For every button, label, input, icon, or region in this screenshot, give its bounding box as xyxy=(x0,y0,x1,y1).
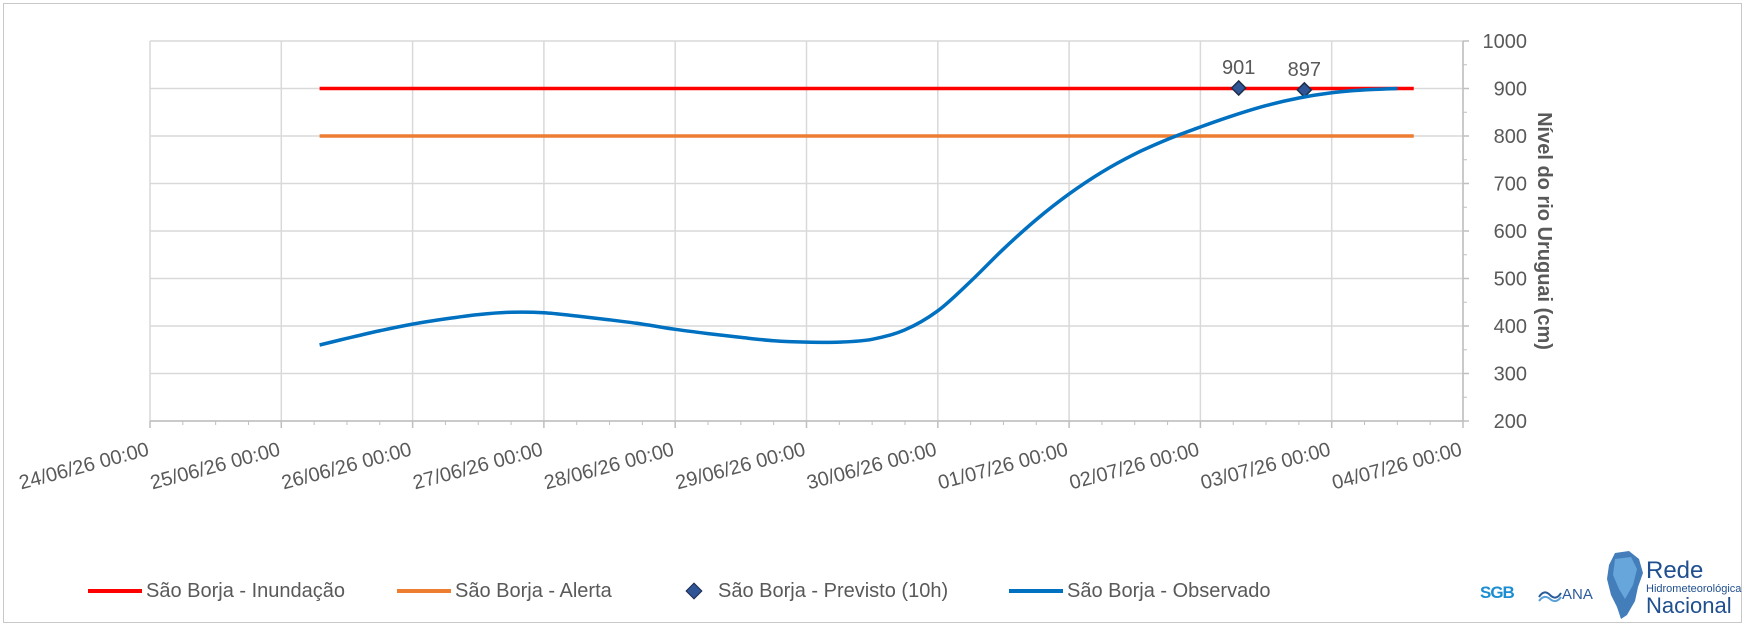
series-line-3 xyxy=(319,86,1398,347)
y-tick-label: 700 xyxy=(1494,174,1527,196)
forecast-data-label: 897 xyxy=(1288,59,1321,81)
y-axis-label: Nível do rio Uruguai (cm) xyxy=(1533,112,1555,350)
y-tick-label: 200 xyxy=(1494,411,1527,433)
rede-hidrometeorologica-logo: Rede Hidrometeorológica Nacional xyxy=(1646,559,1741,617)
legend-swatch-inundacao xyxy=(88,589,142,593)
brazil-map-icon xyxy=(1607,551,1643,619)
legend-label-observado: São Borja - Observado xyxy=(1067,579,1271,602)
legend-swatch-observado xyxy=(1009,589,1063,593)
x-tick-label: 03/07/26 00:00 xyxy=(1198,439,1333,495)
forecast-data-label: 901 xyxy=(1222,57,1255,79)
y-tick-label: 1000 xyxy=(1483,31,1528,53)
x-tick-label: 01/07/26 00:00 xyxy=(936,439,1071,495)
legend-item-observado: São Borja - Observado xyxy=(1009,574,1270,608)
x-tick-label: 25/06/26 00:00 xyxy=(148,439,283,495)
x-tick-label: 24/06/26 00:00 xyxy=(17,439,152,495)
rede-logo-line2: Hidrometeorológica xyxy=(1646,583,1742,595)
legend-label-previsto: São Borja - Previsto (10h) xyxy=(718,579,949,602)
y-tick-label: 800 xyxy=(1494,126,1527,148)
x-tick-label: 02/07/26 00:00 xyxy=(1067,439,1202,495)
legend-swatch-alerta xyxy=(397,589,451,593)
x-tick-label: 26/06/26 00:00 xyxy=(279,439,414,495)
y-tick-label: 300 xyxy=(1494,364,1527,386)
y-tick-label: 900 xyxy=(1494,79,1527,101)
x-tick-label: 27/06/26 00:00 xyxy=(411,439,546,495)
chart-frame xyxy=(3,3,1742,623)
y-tick-label: 500 xyxy=(1494,269,1527,291)
ana-logo: ANA xyxy=(1562,586,1593,603)
x-tick-label: 30/06/26 00:00 xyxy=(804,439,939,495)
ana-wave-icon xyxy=(1538,591,1562,603)
rede-logo-line1: Rede xyxy=(1646,557,1704,584)
y-tick-label: 600 xyxy=(1494,221,1527,243)
legend-label-inundacao: São Borja - Inundação xyxy=(146,579,346,602)
legend-label-alerta: São Borja - Alerta xyxy=(455,579,612,602)
y-tick-label: 400 xyxy=(1494,316,1527,338)
rede-logo-line3: Nacional xyxy=(1646,593,1732,618)
y-tick-labels: 200 300 400 500 600 700 800 900 1000 xyxy=(1483,31,1528,433)
x-tick-label: 04/07/26 00:00 xyxy=(1330,439,1465,495)
forecast-point xyxy=(1230,79,1247,97)
sgb-logo: SGB xyxy=(1480,583,1515,602)
x-tick-label: 28/06/26 00:00 xyxy=(542,439,677,495)
logos: SGB ANA Rede Hidrometeorológica Nacional xyxy=(1470,545,1741,623)
legend: São Borja - Inundação São Borja - Alerta… xyxy=(88,574,1468,608)
legend-item-previsto: São Borja - Previsto (10h) xyxy=(678,574,948,608)
x-tick-label: 29/06/26 00:00 xyxy=(673,439,808,495)
series-layer: 901 897 xyxy=(319,57,1414,347)
forecast-point xyxy=(1296,81,1313,99)
legend-swatch-previsto xyxy=(685,582,703,600)
legend-item-inundacao: São Borja - Inundação xyxy=(88,574,345,608)
legend-item-alerta: São Borja - Alerta xyxy=(397,574,612,608)
grid xyxy=(149,40,1464,422)
axes xyxy=(149,40,1469,428)
